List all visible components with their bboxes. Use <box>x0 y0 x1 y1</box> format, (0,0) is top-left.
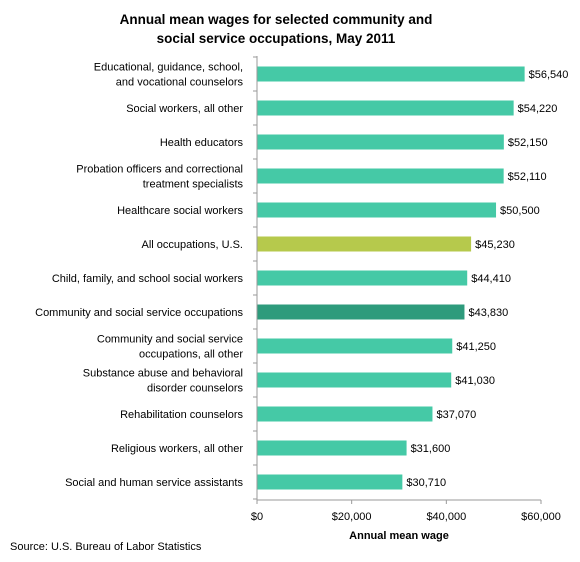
category-label: Healthcare social workers <box>117 205 243 217</box>
category-label: disorder counselors <box>147 383 243 395</box>
category-label: Rehabilitation counselors <box>120 409 243 421</box>
x-tick-label: $20,000 <box>332 511 372 523</box>
bar <box>257 100 514 116</box>
bars <box>257 66 525 490</box>
value-label: $43,830 <box>468 307 508 319</box>
bar <box>257 236 472 252</box>
bar <box>257 270 468 286</box>
x-tick-label: $60,000 <box>521 511 561 523</box>
bar <box>257 440 407 456</box>
value-label: $44,410 <box>471 273 511 285</box>
category-labels: Educational, guidance, school, and vocati… <box>35 62 243 490</box>
category-label: treatment specialists <box>143 179 244 191</box>
chart-title: Annual mean wages for selected community… <box>120 12 433 46</box>
x-tick-label: $0 <box>251 511 263 523</box>
category-label: and vocational counselors <box>116 77 244 89</box>
x-axis-label: Annual mean wage <box>349 530 449 542</box>
value-label: $52,150 <box>508 137 548 149</box>
value-label: $41,250 <box>456 341 496 353</box>
value-label: $45,230 <box>475 239 515 251</box>
value-label: $50,500 <box>500 205 540 217</box>
value-label: $41,030 <box>455 375 495 387</box>
bar <box>257 168 504 184</box>
value-label: $56,540 <box>529 69 569 81</box>
value-label: $31,600 <box>411 443 451 455</box>
category-label: Probation officers and correctional <box>76 164 243 176</box>
bar <box>257 134 504 150</box>
x-tick-label: $40,000 <box>426 511 466 523</box>
value-labels: $56,540 $54,220 $52,150 $52,110 $50,500 $45,2… <box>406 69 568 489</box>
source-note: Source: U.S. Bureau of Labor Statistics <box>10 541 202 553</box>
category-label: Community and social service occupations <box>35 307 243 319</box>
chart-title-line: social service occupations, May 2011 <box>157 31 396 46</box>
category-label: Child, family, and school social workers <box>52 273 244 285</box>
value-label: $54,220 <box>518 103 558 115</box>
category-label: Community and social service <box>97 334 243 346</box>
category-label: Substance abuse and behavioral <box>83 368 243 380</box>
bar <box>257 66 525 82</box>
value-label: $37,070 <box>436 409 476 421</box>
category-label: Social and human service assistants <box>65 477 243 489</box>
bar <box>257 406 433 422</box>
bar <box>257 304 465 320</box>
value-label: $30,710 <box>406 477 446 489</box>
category-label: Religious workers, all other <box>111 443 243 455</box>
category-label: Educational, guidance, school, <box>94 62 243 74</box>
chart-title-line: Annual mean wages for selected community… <box>120 12 433 27</box>
category-label: Social workers, all other <box>126 103 243 115</box>
x-axis: $0 $20,000 $40,000 $60,000 <box>251 56 561 523</box>
category-label: occupations, all other <box>139 349 243 361</box>
category-label: Health educators <box>160 137 244 149</box>
bar <box>257 338 453 354</box>
bar <box>257 202 497 218</box>
value-label: $52,110 <box>508 171 547 183</box>
bar <box>257 474 403 490</box>
category-label: All occupations, U.S. <box>142 239 244 251</box>
bar <box>257 372 452 388</box>
